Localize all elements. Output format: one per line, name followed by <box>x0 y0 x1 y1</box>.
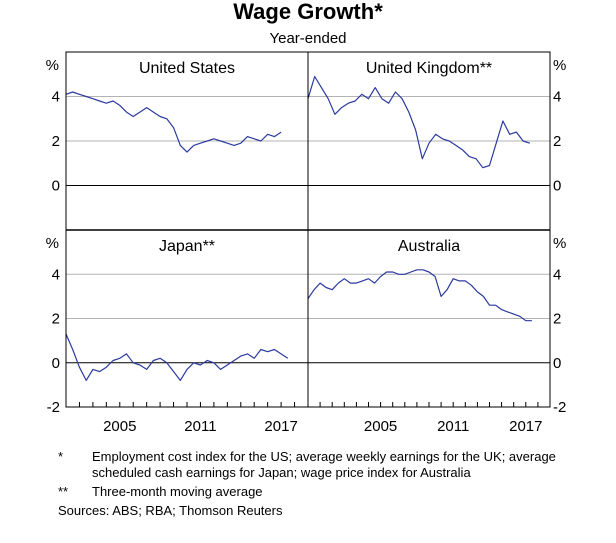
series-line-united-kingdom <box>307 75 530 169</box>
x-tick-label: 2011 <box>437 418 469 435</box>
y-tick-label-right: -2 <box>553 399 566 416</box>
footnote-2-mark: ** <box>58 484 69 499</box>
y-tick-label-right: 2 <box>553 311 561 328</box>
series-line-japan <box>65 333 289 381</box>
chart-title: Wage Growth* <box>233 0 383 24</box>
x-tick-label: 2017 <box>264 418 297 435</box>
y-tick-label-right: 0 <box>553 178 561 195</box>
y-tick-label-left: 4 <box>52 266 60 283</box>
x-tick-label: 2005 <box>103 418 136 435</box>
y-tick-label-right: 4 <box>553 266 561 283</box>
y-tick-label-right: 0 <box>553 355 561 372</box>
series-line-australia <box>307 269 532 322</box>
y-tick-label-left: 4 <box>52 89 60 106</box>
y-unit-right: % <box>553 57 566 74</box>
chart-frame <box>65 51 551 408</box>
footnote-1-text: Employment cost index for the US; averag… <box>92 449 556 480</box>
panel-title-australia: Australia <box>398 238 460 255</box>
y-tick-label-left: 0 <box>52 355 60 372</box>
y-unit-left: % <box>46 235 59 252</box>
y-unit-left: % <box>46 57 59 74</box>
chart-subtitle: Year-ended <box>269 30 346 47</box>
sources: Sources: ABS; RBA; Thomson Reuters <box>58 503 588 519</box>
footnote-1: * Employment cost index for the US; aver… <box>58 449 588 481</box>
footnote-1-mark: * <box>58 449 64 464</box>
panel-title-japan: Japan** <box>159 238 215 255</box>
panel-title-united-kingdom: United Kingdom** <box>366 60 492 77</box>
x-tick-label: 2011 <box>184 418 216 435</box>
axis-labels: 0 0 2 2 4 4% % -2 -2 0 0 2 2 4 4% % United States United … <box>46 57 567 435</box>
y-tick-label-left: 2 <box>52 133 60 150</box>
footnotes: * Employment cost index for the US; aver… <box>58 449 588 522</box>
series-lines <box>65 75 532 381</box>
y-tick-label-right: 4 <box>553 89 561 106</box>
y-tick-label-left: 0 <box>52 178 60 195</box>
series-line-united-states <box>65 91 282 153</box>
y-tick-label-right: 2 <box>553 133 561 150</box>
y-tick-label-left: -2 <box>47 399 60 416</box>
y-unit-right: % <box>553 235 566 252</box>
sources-text: Sources: ABS; RBA; Thomson Reuters <box>58 503 283 518</box>
footnote-2-text: Three-month moving average <box>92 484 263 499</box>
panel-title-united-states: United States <box>139 60 235 77</box>
x-tick-label: 2017 <box>509 418 542 435</box>
y-tick-label-left: 2 <box>52 311 60 328</box>
footnote-2: ** Three-month moving average <box>58 484 588 500</box>
x-tick-label: 2005 <box>364 418 397 435</box>
